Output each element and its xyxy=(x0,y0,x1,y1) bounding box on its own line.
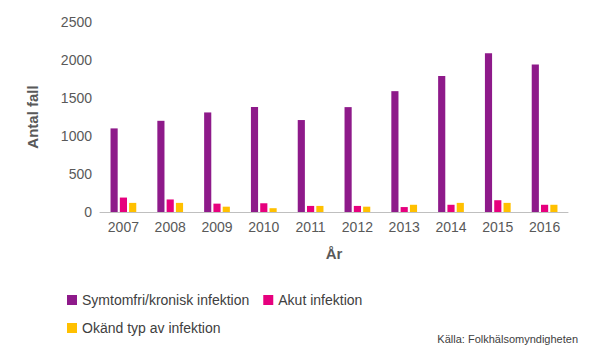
svg-text:500: 500 xyxy=(69,166,93,182)
svg-text:0: 0 xyxy=(84,204,92,220)
svg-text:2000: 2000 xyxy=(61,52,92,68)
svg-text:1000: 1000 xyxy=(61,128,92,144)
svg-text:2011: 2011 xyxy=(296,219,326,235)
svg-text:2012: 2012 xyxy=(342,219,373,235)
svg-text:2009: 2009 xyxy=(201,219,232,235)
svg-text:2015: 2015 xyxy=(482,219,513,235)
svg-text:2013: 2013 xyxy=(389,219,420,235)
svg-text:Antal fall: Antal fall xyxy=(24,85,41,148)
svg-text:2010: 2010 xyxy=(248,219,279,235)
svg-text:2007: 2007 xyxy=(108,219,139,235)
svg-text:År: År xyxy=(326,245,343,262)
svg-text:2500: 2500 xyxy=(61,14,92,30)
svg-text:2016: 2016 xyxy=(529,219,560,235)
svg-text:Okänd typ av infektion: Okänd typ av infektion xyxy=(82,320,221,336)
svg-text:Källa: Folkhälsomyndigheten: Källa: Folkhälsomyndigheten xyxy=(437,333,578,345)
svg-text:1500: 1500 xyxy=(61,90,92,106)
svg-text:2014: 2014 xyxy=(435,219,466,235)
svg-text:Akut infektion: Akut infektion xyxy=(278,292,362,308)
svg-text:2008: 2008 xyxy=(155,219,186,235)
svg-text:Symtomfri/kronisk infektion: Symtomfri/kronisk infektion xyxy=(82,292,249,308)
